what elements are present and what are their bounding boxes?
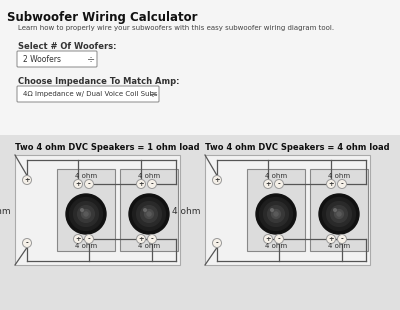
Circle shape <box>141 206 158 222</box>
Circle shape <box>74 179 82 188</box>
Circle shape <box>129 194 169 234</box>
Text: Subwoofer Wiring Calculator: Subwoofer Wiring Calculator <box>7 11 198 24</box>
Circle shape <box>66 194 106 234</box>
Circle shape <box>82 210 90 219</box>
Circle shape <box>212 175 222 184</box>
Text: -: - <box>341 181 343 187</box>
Text: -: - <box>26 240 28 246</box>
Text: +: + <box>328 236 334 242</box>
Text: 4 ohm: 4 ohm <box>138 243 160 249</box>
Circle shape <box>274 179 284 188</box>
Circle shape <box>74 202 98 226</box>
Text: +: + <box>138 181 144 187</box>
Text: -: - <box>151 181 153 187</box>
Text: +: + <box>265 236 271 242</box>
Text: 4Ω Impedance w/ Dual Voice Coil Subs: 4Ω Impedance w/ Dual Voice Coil Subs <box>23 91 158 97</box>
Text: +: + <box>265 181 271 187</box>
Text: 1 ohm: 1 ohm <box>0 207 11 216</box>
Circle shape <box>338 179 346 188</box>
Text: 4 ohm: 4 ohm <box>75 173 97 179</box>
Circle shape <box>144 209 146 211</box>
FancyBboxPatch shape <box>120 169 178 251</box>
Circle shape <box>212 238 222 247</box>
Text: -: - <box>216 240 218 246</box>
Text: -: - <box>278 236 280 242</box>
Circle shape <box>22 238 32 247</box>
Circle shape <box>84 212 88 216</box>
Circle shape <box>22 175 32 184</box>
Circle shape <box>323 197 355 230</box>
Circle shape <box>148 179 156 188</box>
Text: -: - <box>88 236 90 242</box>
Circle shape <box>274 212 278 216</box>
Text: +: + <box>75 236 81 242</box>
Text: Two 4 ohm DVC Speakers = 4 ohm load: Two 4 ohm DVC Speakers = 4 ohm load <box>205 143 390 152</box>
Text: 4 ohm: 4 ohm <box>328 173 350 179</box>
Text: +: + <box>75 181 81 187</box>
Circle shape <box>338 234 346 243</box>
Text: ÷: ÷ <box>87 54 95 64</box>
Text: 4 ohm: 4 ohm <box>75 243 97 249</box>
Circle shape <box>84 179 94 188</box>
Text: +: + <box>328 181 334 187</box>
FancyBboxPatch shape <box>57 169 115 251</box>
Circle shape <box>326 234 336 243</box>
FancyBboxPatch shape <box>0 0 400 135</box>
Circle shape <box>264 202 288 226</box>
FancyBboxPatch shape <box>205 155 370 265</box>
Circle shape <box>319 194 359 234</box>
Text: Select # Of Woofers:: Select # Of Woofers: <box>18 42 116 51</box>
Text: -: - <box>88 181 90 187</box>
Text: 2 Woofers: 2 Woofers <box>23 55 61 64</box>
Circle shape <box>334 210 344 219</box>
Circle shape <box>136 234 146 243</box>
Circle shape <box>327 202 351 226</box>
Text: 4 ohm: 4 ohm <box>172 207 201 216</box>
Circle shape <box>274 234 284 243</box>
FancyBboxPatch shape <box>310 169 368 251</box>
Circle shape <box>256 194 296 234</box>
Circle shape <box>78 206 94 222</box>
Circle shape <box>337 212 341 216</box>
Circle shape <box>147 212 151 216</box>
Circle shape <box>136 179 146 188</box>
Circle shape <box>264 179 272 188</box>
FancyBboxPatch shape <box>15 155 180 265</box>
Circle shape <box>84 234 94 243</box>
Circle shape <box>271 209 274 211</box>
Circle shape <box>331 206 347 222</box>
Circle shape <box>264 234 272 243</box>
FancyBboxPatch shape <box>17 86 159 102</box>
Text: 4 ohm: 4 ohm <box>265 243 287 249</box>
Text: ÷: ÷ <box>149 89 157 99</box>
Text: Choose Impedance To Match Amp:: Choose Impedance To Match Amp: <box>18 77 180 86</box>
Circle shape <box>268 206 284 222</box>
FancyBboxPatch shape <box>17 51 97 67</box>
Text: 4 ohm: 4 ohm <box>138 173 160 179</box>
Circle shape <box>133 197 166 230</box>
Circle shape <box>74 234 82 243</box>
Circle shape <box>260 197 292 230</box>
Circle shape <box>80 209 84 211</box>
Circle shape <box>70 197 102 230</box>
Text: +: + <box>138 236 144 242</box>
FancyBboxPatch shape <box>247 169 305 251</box>
Text: +: + <box>24 177 30 183</box>
Circle shape <box>272 210 280 219</box>
Circle shape <box>148 234 156 243</box>
Circle shape <box>334 209 336 211</box>
Text: Two 4 ohm DVC Speakers = 1 ohm load: Two 4 ohm DVC Speakers = 1 ohm load <box>15 143 200 152</box>
Circle shape <box>326 179 336 188</box>
Circle shape <box>136 202 162 226</box>
Text: -: - <box>151 236 153 242</box>
Text: +: + <box>214 177 220 183</box>
Text: Learn how to properly wire your subwoofers with this easy subwoofer wiring diagr: Learn how to properly wire your subwoofe… <box>18 25 334 31</box>
Text: 4 ohm: 4 ohm <box>328 243 350 249</box>
Circle shape <box>145 210 154 219</box>
FancyBboxPatch shape <box>0 135 400 310</box>
Text: -: - <box>341 236 343 242</box>
Text: -: - <box>278 181 280 187</box>
Text: 4 ohm: 4 ohm <box>265 173 287 179</box>
